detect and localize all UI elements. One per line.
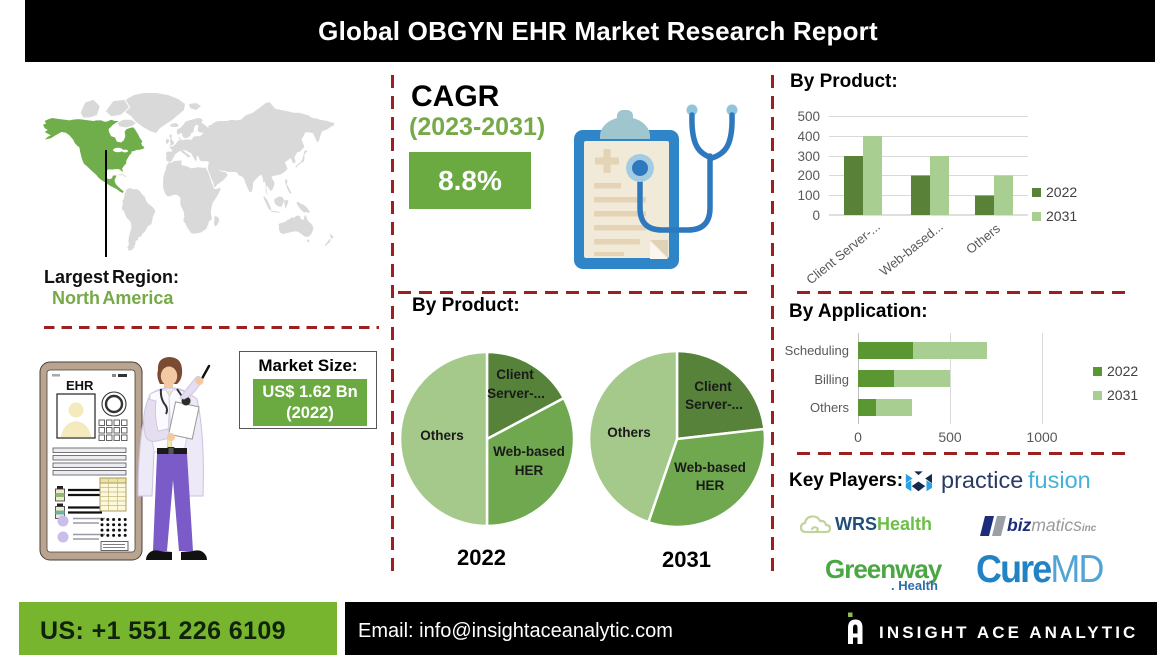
svg-text:Server-...: Server-... <box>685 397 743 412</box>
svg-text:300: 300 <box>797 149 820 164</box>
svg-text:0: 0 <box>812 208 820 223</box>
svg-text:HER: HER <box>515 463 544 478</box>
svg-text:Client: Client <box>694 379 732 394</box>
svg-text:Others: Others <box>420 428 464 443</box>
svg-text:Others: Others <box>963 220 1003 257</box>
svg-text:Others: Others <box>810 400 850 415</box>
svg-text:500: 500 <box>797 109 820 124</box>
svg-text:Client: Client <box>496 367 534 382</box>
svg-text:Web-based: Web-based <box>674 460 746 475</box>
svg-text:Web-based: Web-based <box>493 444 565 459</box>
svg-text:200: 200 <box>797 168 820 183</box>
svg-text:Client Server-...: Client Server-... <box>803 219 883 287</box>
svg-text:2031: 2031 <box>1107 387 1138 403</box>
svg-text:2022: 2022 <box>1107 363 1138 379</box>
svg-text:Scheduling: Scheduling <box>785 343 849 358</box>
svg-text:Billing: Billing <box>814 372 849 387</box>
svg-text:Web-based...: Web-based... <box>877 219 946 279</box>
svg-text:2022: 2022 <box>1046 184 1077 200</box>
svg-text:2031: 2031 <box>1046 208 1077 224</box>
svg-text:500: 500 <box>938 429 962 445</box>
svg-text:EHR: EHR <box>66 378 94 393</box>
svg-text:Others: Others <box>607 425 651 440</box>
svg-text:Server-...: Server-... <box>487 386 545 401</box>
svg-text:400: 400 <box>797 129 820 144</box>
svg-text:HER: HER <box>696 478 725 493</box>
svg-text:0: 0 <box>854 429 862 445</box>
svg-text:1000: 1000 <box>1026 429 1057 445</box>
svg-text:100: 100 <box>797 188 820 203</box>
